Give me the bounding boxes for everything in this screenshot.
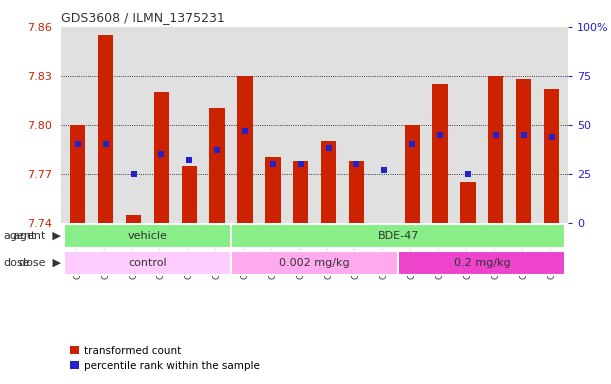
Bar: [231, 251, 398, 275]
Bar: [321, 141, 336, 223]
Text: dose: dose: [3, 258, 29, 268]
Text: vehicle: vehicle: [128, 231, 167, 241]
Bar: [64, 251, 231, 275]
Bar: [231, 224, 565, 248]
Bar: [349, 161, 364, 223]
Bar: [265, 157, 280, 223]
Bar: [181, 166, 197, 223]
Bar: [154, 92, 169, 223]
Bar: [237, 76, 253, 223]
Text: dose  ▶: dose ▶: [18, 258, 60, 268]
Bar: [488, 76, 503, 223]
Text: control: control: [128, 258, 167, 268]
Text: BDE-47: BDE-47: [378, 231, 419, 241]
Bar: [433, 84, 448, 223]
Bar: [126, 215, 141, 223]
Text: 0.002 mg/kg: 0.002 mg/kg: [279, 258, 350, 268]
Bar: [293, 161, 309, 223]
Bar: [98, 35, 114, 223]
Bar: [460, 182, 475, 223]
Bar: [376, 223, 392, 268]
Bar: [64, 224, 231, 248]
Bar: [404, 125, 420, 223]
Text: 0.2 mg/kg: 0.2 mg/kg: [453, 258, 510, 268]
Bar: [544, 89, 559, 223]
Bar: [398, 251, 565, 275]
Bar: [210, 109, 225, 223]
Text: agent  ▶: agent ▶: [13, 231, 60, 241]
Legend: transformed count, percentile rank within the sample: transformed count, percentile rank withi…: [67, 341, 264, 375]
Text: GDS3608 / ILMN_1375231: GDS3608 / ILMN_1375231: [61, 11, 225, 24]
Text: agent: agent: [3, 231, 35, 241]
Bar: [70, 125, 86, 223]
Bar: [516, 79, 532, 223]
